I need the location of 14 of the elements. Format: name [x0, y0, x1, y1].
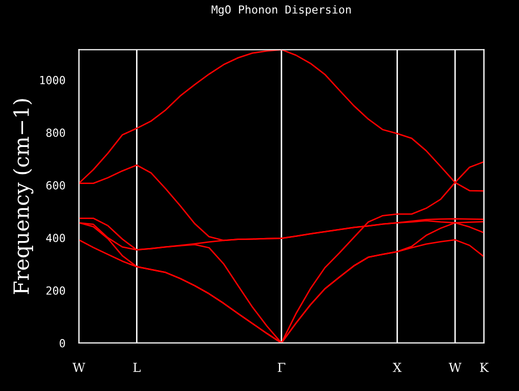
y-axis-title: Frequency (cm−1) — [12, 99, 34, 294]
x-tick-label: L — [133, 362, 141, 372]
x-tick-label: W — [72, 362, 86, 372]
y-tick-label: 1000 — [40, 76, 65, 84]
y-tick-label: 600 — [46, 181, 65, 190]
y-tick-label: 0 — [60, 338, 65, 348]
y-tick-label: 200 — [46, 286, 65, 295]
chart-title: MgO Phonon Dispersion — [212, 5, 351, 16]
x-tick-label: X — [392, 362, 402, 372]
x-tick-label: Γ — [278, 362, 286, 372]
y-tick-label: 400 — [46, 234, 65, 242]
y-tick-label: 800 — [46, 128, 65, 137]
x-tick-label: K — [480, 362, 489, 372]
x-tick-label: W — [448, 362, 462, 372]
